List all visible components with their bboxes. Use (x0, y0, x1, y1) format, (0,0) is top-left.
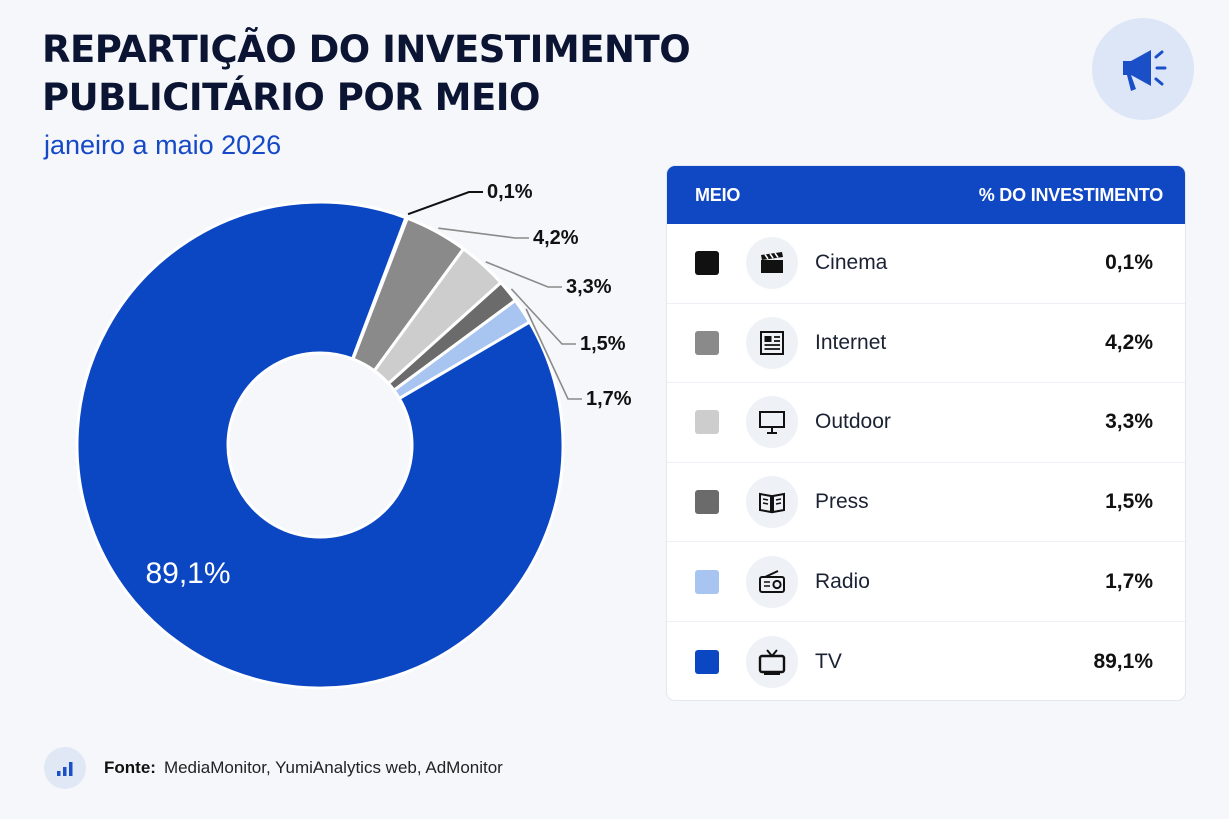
legend-row-press: Press 1,5% (667, 463, 1185, 543)
leader-line-radio (525, 308, 582, 400)
legend-name-tv: TV (815, 649, 842, 673)
legend-row-radio: Radio 1,7% (667, 542, 1185, 622)
megaphone-icon (1123, 50, 1167, 91)
bar-chart-icon (57, 762, 73, 776)
legend-header-meio: MEIO (695, 184, 741, 205)
radio-icon (759, 569, 785, 593)
megaphone-badge (1092, 18, 1194, 120)
donut-slice-tv (75, 200, 565, 690)
legend-name-radio: Radio (815, 569, 870, 593)
page-title: Repartição do investimento publicitário … (42, 28, 691, 119)
tv-icon (758, 649, 786, 675)
legend-swatch-cinema (695, 251, 719, 276)
legend-row-tv: TV 89,1% (667, 622, 1185, 700)
footer-source-text: MediaMonitor, YumiAnalytics web, AdMonit… (163, 758, 503, 777)
data-label-outdoor: 3,3% (566, 276, 612, 298)
legend-name-internet: Internet (815, 330, 887, 354)
footer-icon-wrap (44, 747, 86, 789)
leader-line-cinema (407, 191, 483, 216)
legend-table: MEIO % DO INVESTIMENTO Cinema 0,1% Inter… (666, 165, 1186, 701)
newspaper-icon (760, 330, 784, 355)
data-label-cinema: 0,1% (487, 181, 533, 203)
open-book-icon (759, 492, 785, 514)
legend-name-cinema: Cinema (815, 251, 888, 275)
legend-value-radio: 1,7% (1105, 569, 1153, 593)
legend-value-internet: 4,2% (1105, 330, 1153, 354)
legend-swatch-radio (695, 569, 719, 594)
leader-line-outdoor (485, 261, 562, 288)
data-label-radio: 1,7% (586, 388, 632, 410)
legend-name-press: Press (815, 490, 869, 514)
leader-line-internet (438, 227, 529, 239)
clapperboard-icon (761, 252, 783, 274)
donut-chart: 0,1% 4,2% 3,3% 1,5% 1,7% 89,1% (75, 181, 632, 690)
billboard-icon (759, 411, 785, 435)
legend-swatch-outdoor (695, 410, 719, 435)
legend-row-cinema: Cinema 0,1% (667, 224, 1185, 304)
source-footer: Fonte: MediaMonitor, YumiAnalytics web, … (44, 747, 503, 789)
data-label-press: 1,5% (580, 333, 626, 355)
icon-wrap-press (746, 476, 798, 529)
legend-value-press: 1,5% (1105, 490, 1153, 514)
legend-swatch-press (695, 490, 719, 515)
legend-header: MEIO % DO INVESTIMENTO (667, 166, 1185, 224)
icon-wrap-outdoor (746, 396, 798, 449)
data-label-internet: 4,2% (533, 227, 579, 249)
data-label-tv: 89,1% (145, 557, 230, 590)
icon-wrap-radio (746, 555, 798, 608)
legend-row-internet: Internet 4,2% (667, 304, 1185, 384)
legend-name-outdoor: Outdoor (815, 410, 891, 434)
icon-wrap-internet (746, 316, 798, 369)
legend-row-outdoor: Outdoor 3,3% (667, 383, 1185, 463)
icon-wrap-cinema (746, 237, 798, 290)
legend-value-outdoor: 3,3% (1105, 410, 1153, 434)
leader-line-press (510, 288, 576, 345)
legend-header-percent: % DO INVESTIMENTO (978, 184, 1163, 205)
icon-wrap-tv (746, 635, 798, 688)
footer-label: Fonte: (104, 758, 156, 777)
legend-value-tv: 89,1% (1093, 649, 1153, 673)
legend-swatch-tv (695, 649, 719, 674)
legend-value-cinema: 0,1% (1105, 251, 1153, 275)
page-subtitle: janeiro a maio 2026 (44, 130, 282, 160)
legend-swatch-internet (695, 330, 719, 355)
